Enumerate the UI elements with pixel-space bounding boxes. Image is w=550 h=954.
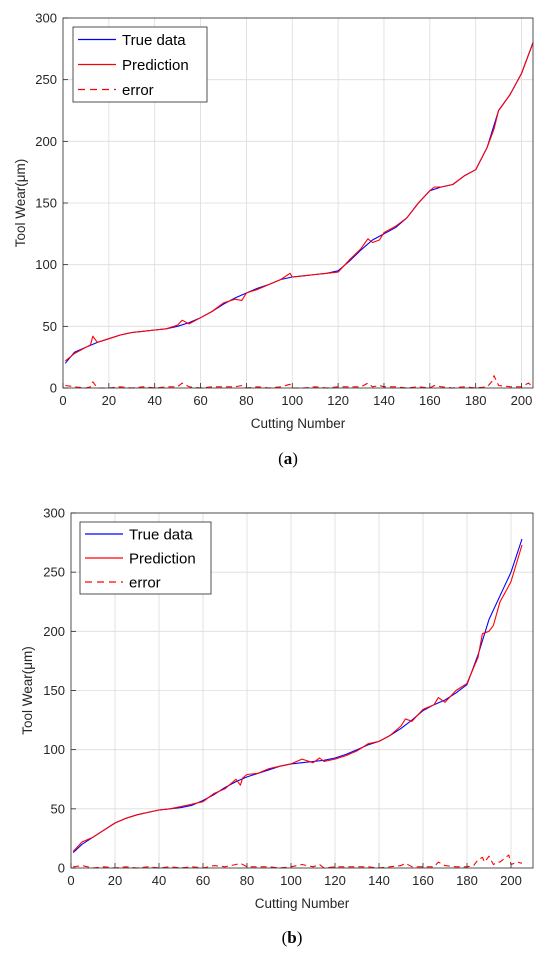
- chart-panel-a: 0 20 40 60 80 100 120 140 160 180 200 0 50 100 150 200 2…: [13, 11, 534, 468]
- y-tick-label: 50: [43, 319, 57, 334]
- x-tick-label: 200: [511, 393, 533, 408]
- x-tick-label: 180: [456, 873, 478, 888]
- y-tick-label: 100: [43, 742, 65, 757]
- legend: True data Prediction error: [79, 521, 212, 595]
- y-axis-label: Tool Wear(μm): [20, 646, 35, 735]
- x-tick-label: 120: [324, 873, 346, 888]
- x-tick-label: 140: [368, 873, 390, 888]
- x-tick-label: 80: [240, 873, 254, 888]
- legend-label: True data: [129, 527, 193, 544]
- y-tick-label: 50: [51, 801, 65, 816]
- x-tick-label: 80: [239, 393, 253, 408]
- legend-label: True data: [122, 32, 186, 49]
- legend-label: error: [122, 82, 154, 99]
- legend-label: error: [129, 575, 161, 592]
- y-tick-label: 0: [58, 861, 65, 876]
- x-tick-label: 20: [102, 393, 116, 408]
- y-tick-label: 200: [35, 134, 57, 149]
- x-tick-label: 120: [327, 393, 349, 408]
- x-tick-label: 180: [465, 393, 487, 408]
- legend-label: Prediction: [122, 57, 189, 74]
- legend-label: Prediction: [129, 551, 196, 568]
- legend: True data Prediction error: [72, 26, 208, 103]
- ticks: 0 20 40 60 80 100 120 140 160 180 200 0 50 100 150 200 2…: [43, 506, 522, 889]
- y-tick-label: 300: [43, 506, 65, 521]
- y-tick-label: 100: [35, 257, 57, 272]
- x-tick-label: 100: [281, 393, 303, 408]
- x-tick-label: 60: [193, 393, 207, 408]
- x-tick-label: 200: [500, 873, 522, 888]
- x-tick-label: 40: [152, 873, 166, 888]
- y-tick-label: 0: [50, 381, 57, 396]
- x-tick-label: 0: [67, 873, 74, 888]
- x-axis-label: Cutting Number: [255, 896, 350, 911]
- y-tick-label: 150: [43, 683, 65, 698]
- ticks: 0 20 40 60 80 100 120 140 160 180 200 0 50 100 150 200 2…: [35, 11, 532, 409]
- chart-panel-b: 0 20 40 60 80 100 120 140 160 180 200 0 50 100 150 200 2…: [20, 506, 534, 947]
- x-tick-label: 140: [373, 393, 395, 408]
- y-tick-label: 250: [43, 565, 65, 580]
- x-tick-label: 160: [412, 873, 434, 888]
- x-tick-label: 40: [147, 393, 161, 408]
- x-tick-label: 0: [59, 393, 66, 408]
- y-tick-label: 250: [35, 72, 57, 87]
- x-tick-label: 20: [108, 873, 122, 888]
- series-line-prediction: [72, 544, 523, 852]
- x-tick-label: 100: [280, 873, 302, 888]
- panel-caption: (a): [278, 449, 298, 468]
- series-line-error: [73, 854, 523, 869]
- y-tick-label: 200: [43, 624, 65, 639]
- y-tick-label: 150: [35, 196, 57, 211]
- y-axis-label: Tool Wear(μm): [13, 159, 28, 248]
- x-tick-label: 60: [196, 873, 210, 888]
- series-group: [72, 538, 523, 869]
- panel-caption: (b): [282, 928, 303, 947]
- y-tick-label: 300: [35, 11, 57, 26]
- series-line-prediction: [64, 42, 534, 362]
- x-tick-label: 160: [419, 393, 441, 408]
- x-axis-label: Cutting Number: [251, 416, 346, 431]
